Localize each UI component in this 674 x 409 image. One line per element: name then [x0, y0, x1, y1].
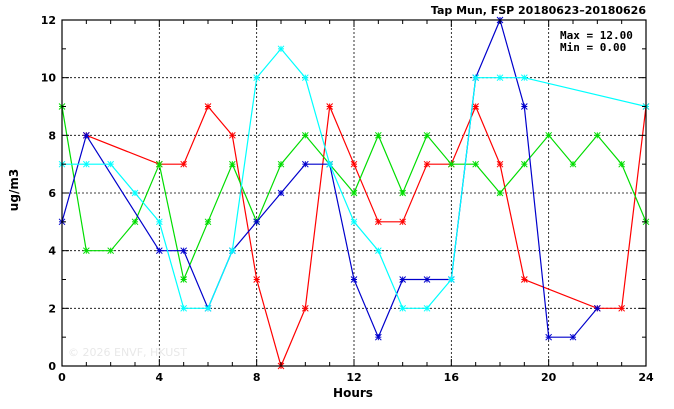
y-tick-label: 12	[41, 14, 56, 27]
x-tick-label: 16	[444, 371, 460, 384]
data-point-marker	[301, 304, 309, 312]
data-point-marker	[569, 160, 577, 168]
data-point-marker	[545, 131, 553, 139]
data-point-marker	[399, 189, 407, 197]
data-point-marker	[593, 131, 601, 139]
data-point-marker	[204, 304, 212, 312]
y-tick-label: 8	[48, 129, 56, 142]
min-annotation: Min = 0.00	[560, 41, 626, 54]
data-point-marker	[204, 218, 212, 226]
chart-title: Tap Mun, FSP 20180623–20180626	[431, 4, 646, 17]
series-2	[58, 103, 650, 283]
data-point-marker	[423, 131, 431, 139]
y-tick-label: 4	[48, 245, 56, 258]
data-point-marker	[301, 74, 309, 82]
data-point-marker	[496, 74, 504, 82]
x-tick-label: 24	[638, 371, 654, 384]
data-point-marker	[618, 304, 626, 312]
data-point-marker	[180, 304, 188, 312]
data-point-marker	[618, 160, 626, 168]
x-tick-label: 12	[346, 371, 361, 384]
watermark: © 2026 ENVF, HKUST	[68, 346, 187, 359]
data-point-marker	[277, 189, 285, 197]
data-point-marker	[350, 218, 358, 226]
max-annotation: Max = 12.00	[560, 29, 633, 42]
data-point-marker	[82, 247, 90, 255]
data-point-marker	[228, 160, 236, 168]
data-point-marker	[423, 160, 431, 168]
data-point-marker	[520, 276, 528, 283]
series-line	[61, 18, 598, 339]
data-point-marker	[520, 74, 528, 82]
data-point-marker	[423, 304, 431, 312]
data-point-marker	[447, 276, 455, 283]
data-point-marker	[472, 103, 480, 110]
data-point-marker	[228, 131, 236, 139]
data-point-marker	[569, 333, 577, 341]
data-point-marker	[399, 304, 407, 312]
x-tick-label: 8	[253, 371, 261, 384]
series-line	[86, 104, 647, 368]
data-point-marker	[131, 189, 139, 197]
y-tick-label: 10	[41, 72, 57, 85]
data-point-marker	[107, 247, 115, 255]
data-point-marker	[131, 218, 139, 226]
data-point-marker	[447, 160, 455, 168]
data-point-marker	[253, 218, 261, 226]
data-point-marker	[472, 74, 480, 82]
data-point-marker	[399, 218, 407, 226]
data-point-marker	[253, 276, 261, 283]
data-point-marker	[374, 131, 382, 139]
data-point-marker	[155, 218, 163, 226]
data-point-marker	[204, 103, 212, 110]
data-point-marker	[228, 247, 236, 255]
y-axis-label: ug/m3	[7, 169, 21, 211]
data-point-marker	[350, 276, 358, 283]
series-3	[58, 16, 601, 341]
x-tick-label: 0	[58, 371, 66, 384]
data-point-marker	[399, 276, 407, 283]
data-point-marker	[326, 103, 334, 110]
data-point-marker	[253, 74, 261, 82]
x-axis-label: Hours	[333, 386, 373, 400]
data-point-marker	[350, 160, 358, 168]
data-point-marker	[350, 189, 358, 197]
data-point-marker	[593, 304, 601, 312]
data-point-marker	[82, 131, 90, 139]
data-point-marker	[180, 160, 188, 168]
data-point-marker	[374, 247, 382, 255]
y-tick-label: 6	[48, 187, 56, 200]
data-point-marker	[180, 247, 188, 255]
data-point-marker	[277, 160, 285, 168]
data-point-marker	[545, 333, 553, 341]
data-point-marker	[82, 160, 90, 168]
data-point-marker	[301, 160, 309, 168]
data-point-marker	[520, 103, 528, 110]
data-point-marker	[326, 160, 334, 168]
data-point-marker	[423, 276, 431, 283]
data-point-marker	[374, 218, 382, 226]
y-tick-label: 2	[48, 302, 56, 315]
data-point-marker	[180, 276, 188, 283]
data-point-marker	[155, 247, 163, 255]
data-point-marker	[301, 131, 309, 139]
x-tick-label: 20	[541, 371, 557, 384]
data-point-marker	[496, 189, 504, 197]
data-point-marker	[520, 160, 528, 168]
y-tick-label: 0	[48, 360, 56, 373]
data-point-marker	[277, 45, 285, 53]
data-point-marker	[155, 160, 163, 168]
data-point-marker	[496, 160, 504, 168]
data-point-marker	[107, 160, 115, 168]
data-point-marker	[374, 333, 382, 341]
x-tick-label: 4	[156, 371, 164, 384]
data-point-marker	[472, 160, 480, 168]
